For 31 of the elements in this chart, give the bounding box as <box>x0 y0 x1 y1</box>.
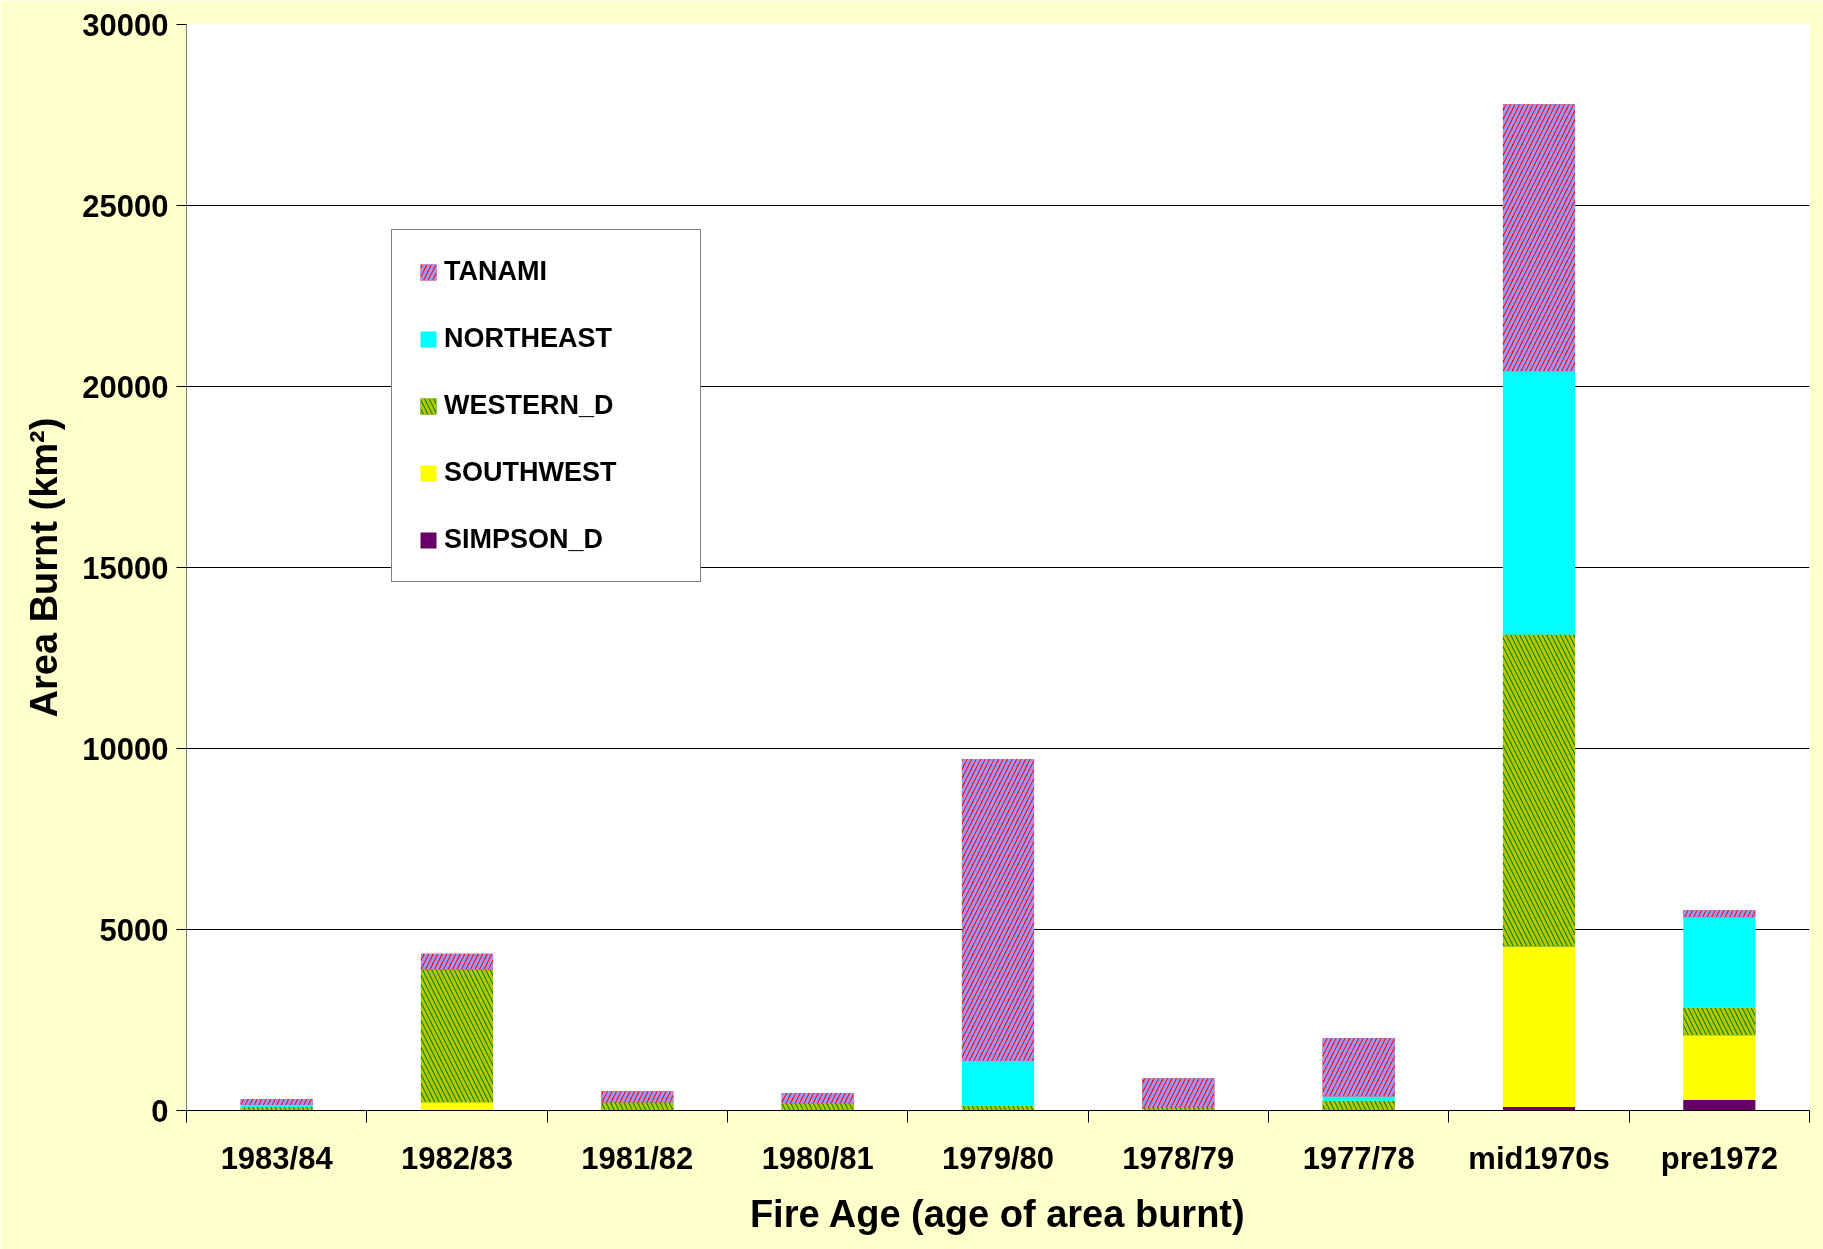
x-tick-label: 1980/81 <box>761 1140 874 1176</box>
y-tick-label: 5000 <box>99 912 169 948</box>
bar <box>1502 371 1576 635</box>
y-tick-label: 20000 <box>82 369 169 405</box>
legend-label: SOUTHWEST <box>444 457 618 488</box>
y-tick-label: 15000 <box>82 550 169 586</box>
bar <box>1502 946 1576 1107</box>
y-tick-label: 10000 <box>82 731 169 767</box>
x-tick-label: mid1970s <box>1468 1140 1610 1176</box>
legend-label: NORTHEAST <box>444 323 613 354</box>
x-tick-label: 1978/79 <box>1122 1140 1235 1176</box>
x-tick-label: 1979/80 <box>941 1140 1055 1176</box>
y-tick-label: 0 <box>151 1093 169 1129</box>
y-axis-title: Area Burnt (km²) <box>23 417 66 718</box>
bar <box>1683 1099 1756 1111</box>
x-tick-label: 1982/83 <box>400 1140 514 1176</box>
x-tick-label: 1977/78 <box>1302 1140 1415 1176</box>
legend-label: WESTERN_D <box>444 390 615 421</box>
legend-label: SIMPSON_D <box>444 524 605 555</box>
bar <box>961 1060 1035 1106</box>
legend-label: TANAMI <box>444 256 548 287</box>
y-tick-label: 25000 <box>82 188 169 224</box>
x-tick-label: 1983/84 <box>220 1140 334 1176</box>
x-tick-label: pre1972 <box>1660 1140 1778 1176</box>
bar <box>420 1102 494 1111</box>
x-tick-label: 1981/82 <box>581 1140 694 1176</box>
bar <box>1322 1096 1395 1101</box>
x-axis-title: Fire Age (age of area burnt) <box>749 1192 1245 1235</box>
bar <box>1683 1035 1756 1100</box>
y-tick-label: 30000 <box>82 7 169 43</box>
bar <box>1683 917 1756 1008</box>
